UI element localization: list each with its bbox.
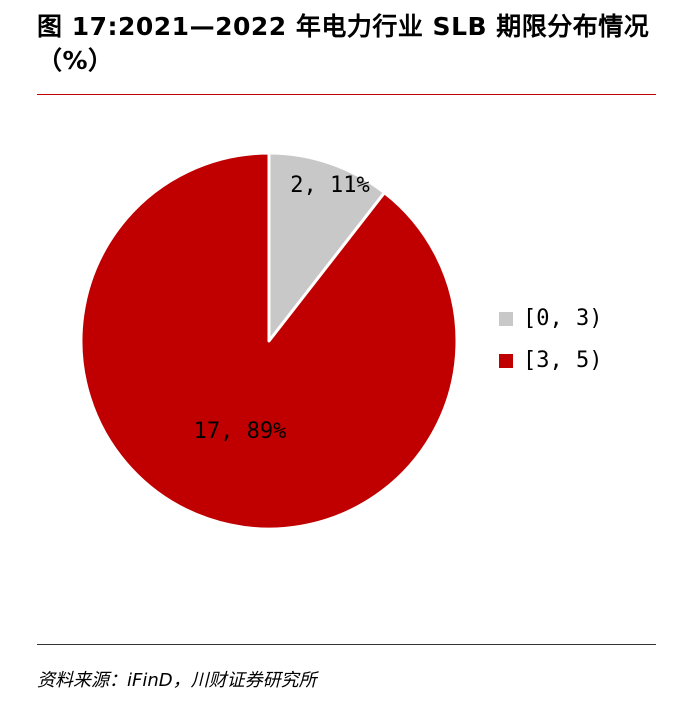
pie-data-label-1: 2, 11% xyxy=(290,173,369,198)
legend-label-2: [3, 5) xyxy=(523,348,602,373)
pie-data-label-2: 17, 89% xyxy=(194,419,287,444)
pie-slice-1 xyxy=(267,151,386,343)
chart-legend: [0, 3) [3, 5) xyxy=(499,306,602,373)
pie-slice-2 xyxy=(79,151,459,531)
pie-data-labels: 2, 11% 17, 89% xyxy=(194,173,370,444)
chart-title: 图 17:2021—2022 年电力行业 SLB 期限分布情况（%） xyxy=(37,12,650,75)
pie-slices xyxy=(79,151,459,531)
source-note: 资料来源：iFinD，川财证券研究所 xyxy=(37,670,317,691)
title-divider xyxy=(37,94,656,95)
pie-chart: 2, 11% 17, 89% [0, 3) [3, 5) xyxy=(79,151,602,531)
legend-swatch-1 xyxy=(499,312,513,326)
legend-label-1: [0, 3) xyxy=(523,306,602,331)
legend-swatch-2 xyxy=(499,354,513,368)
footer-divider xyxy=(37,644,656,645)
